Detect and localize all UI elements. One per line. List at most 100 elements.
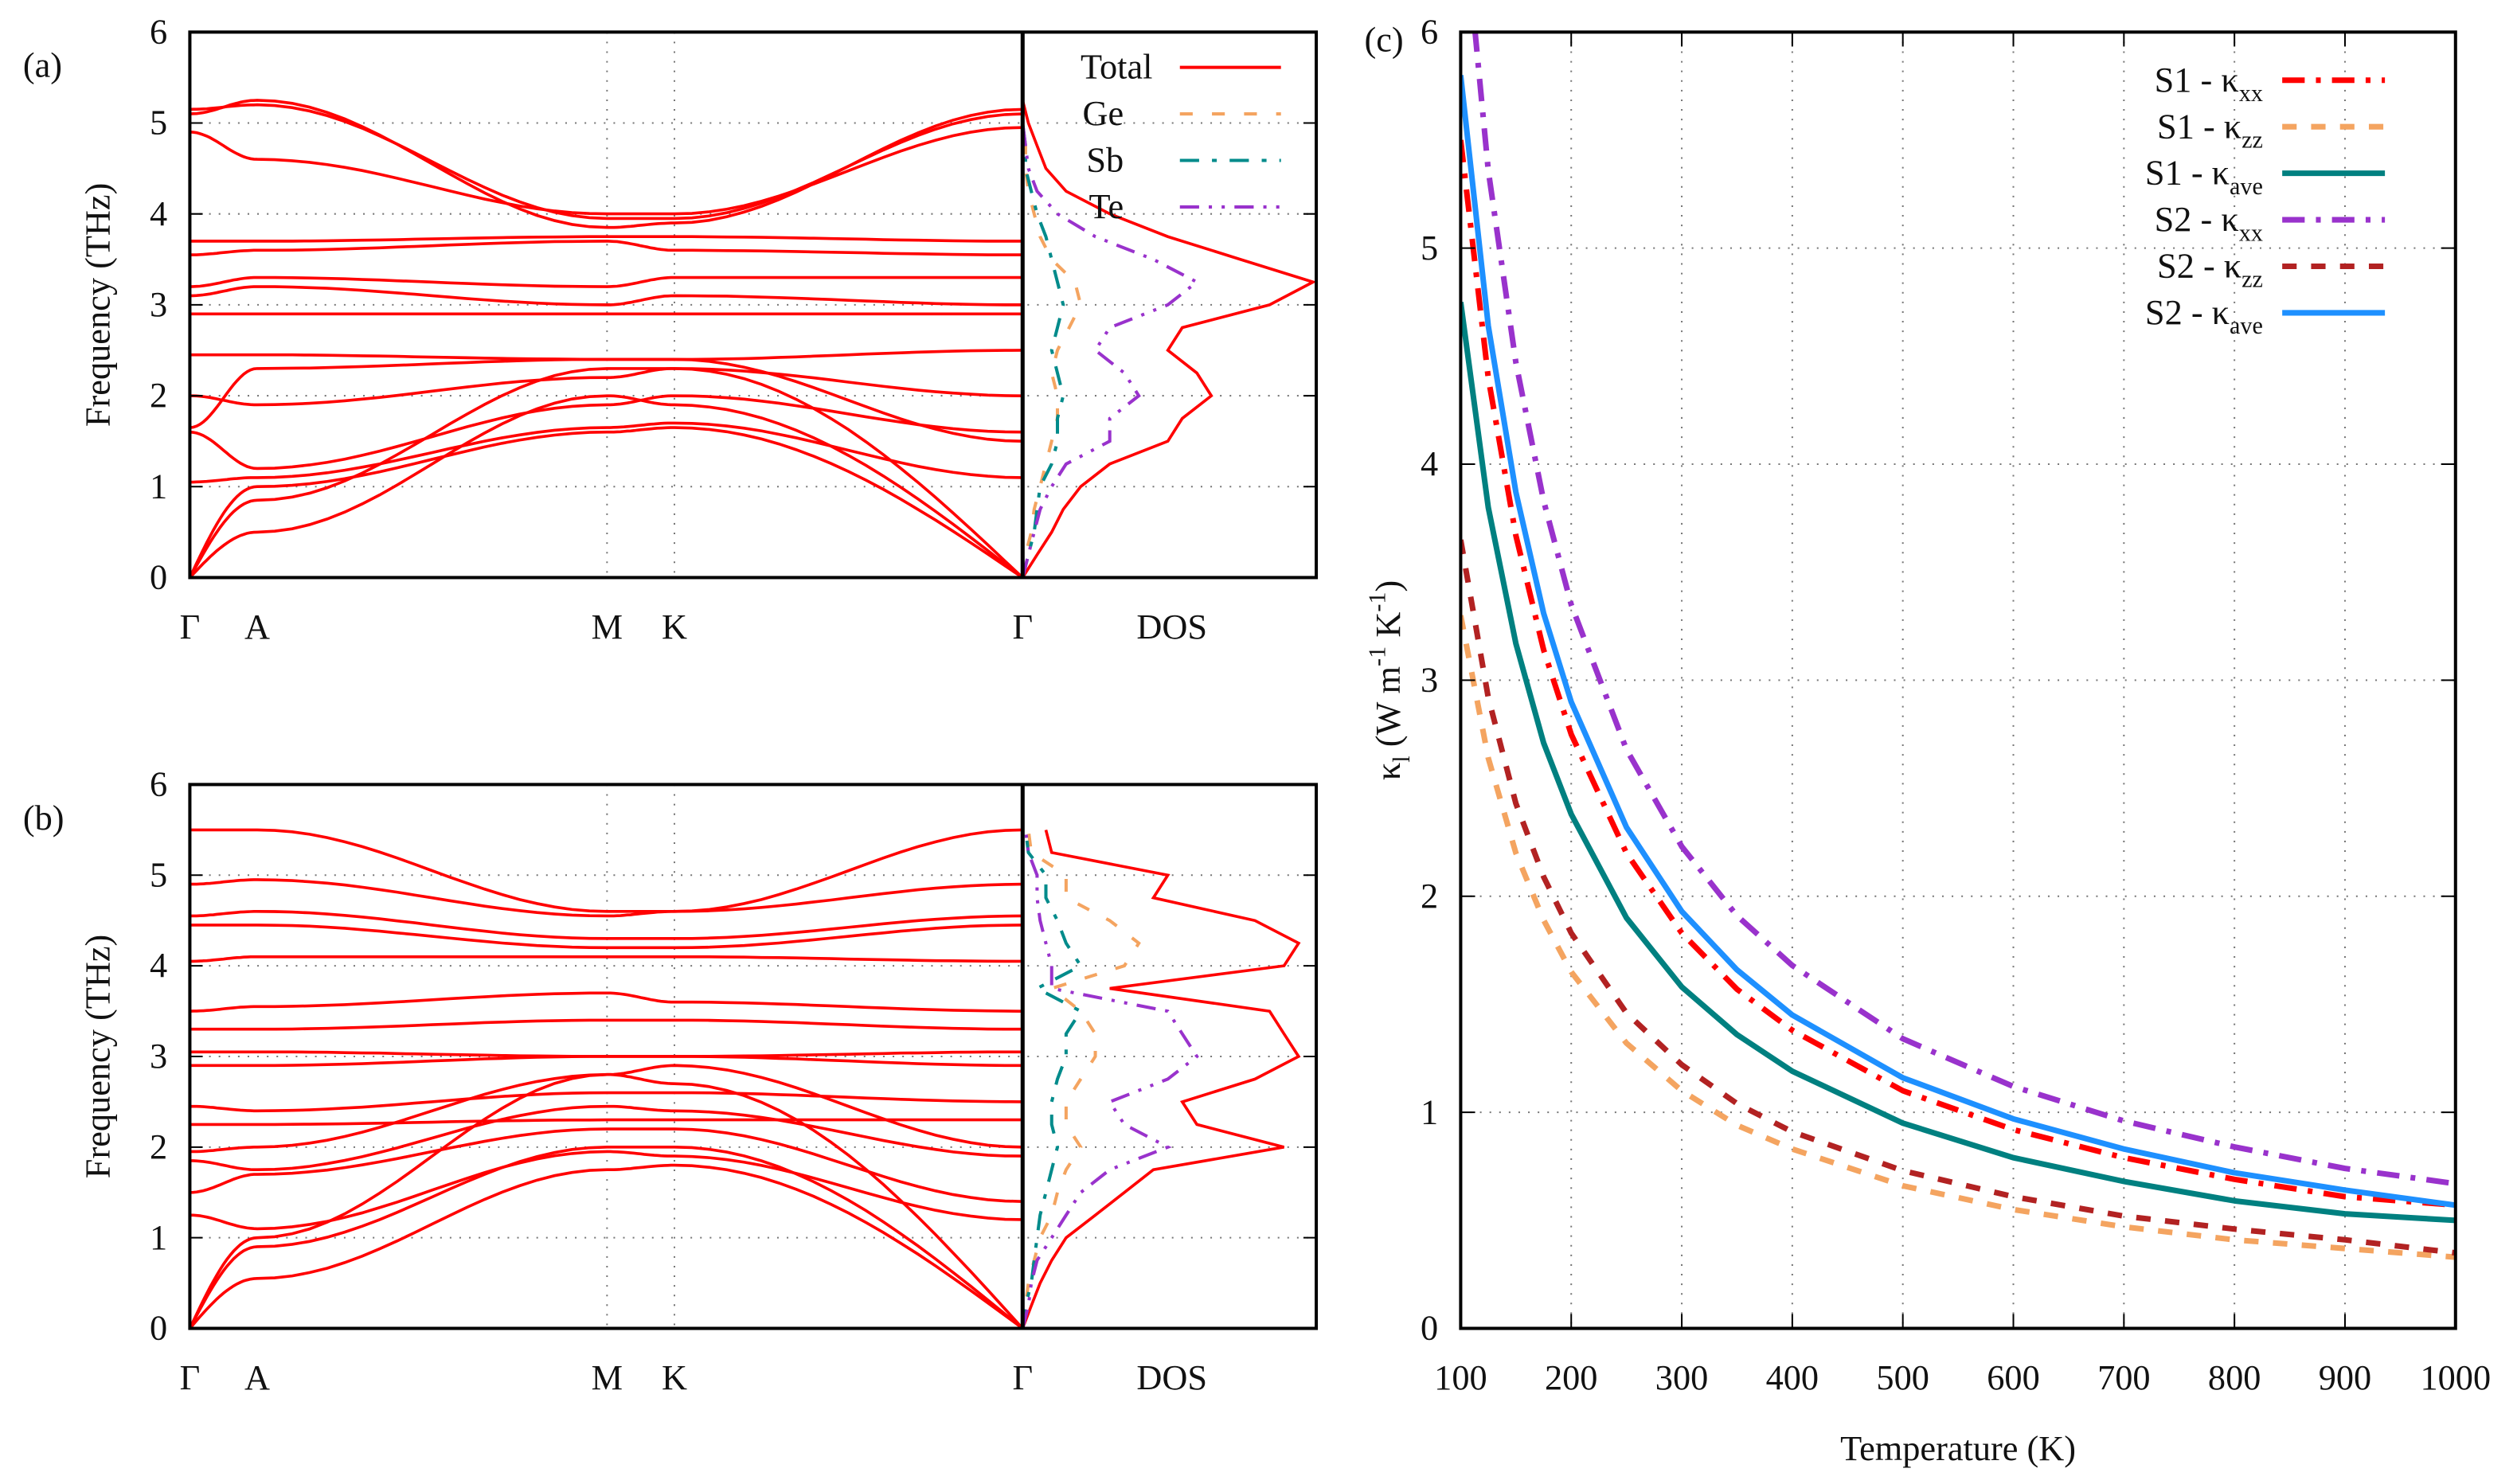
legend-label: S1 - κxx bbox=[2155, 60, 2263, 107]
band-line bbox=[190, 878, 1023, 918]
y-axis-label-part: -1 bbox=[1364, 592, 1391, 611]
band-line bbox=[190, 1018, 1023, 1031]
k-point-label: A bbox=[244, 1357, 270, 1397]
dos-line-ge bbox=[1021, 100, 1083, 578]
x-tick-label: 600 bbox=[1987, 1357, 2039, 1397]
band-line bbox=[190, 1050, 1023, 1058]
series-line-1 bbox=[1460, 615, 2456, 1260]
x-tick-label: 300 bbox=[1655, 1357, 1708, 1397]
k-point-label: Γ bbox=[180, 1357, 201, 1397]
band-line bbox=[188, 1146, 1024, 1330]
y-tick-label: 4 bbox=[150, 945, 167, 985]
k-point-label: K bbox=[662, 1357, 687, 1397]
band-line bbox=[189, 394, 1024, 579]
x-tick-label: 1000 bbox=[2420, 1357, 2491, 1397]
legend-label: Sb bbox=[1086, 140, 1124, 180]
band-line bbox=[188, 367, 1024, 579]
legend-label: S1 - κzz bbox=[2157, 106, 2263, 153]
legend-label: Ge bbox=[1083, 93, 1124, 133]
legend-name: S1 - κ bbox=[2155, 60, 2239, 100]
y-axis-label-part: κ bbox=[1368, 763, 1408, 780]
y-tick-label: 6 bbox=[150, 11, 167, 51]
band-line bbox=[190, 1091, 1023, 1113]
thermal-conductivity-panel: 100 200 300 400 500 600 700 800 900 1000 0 1 2 3 4 5 6 Te… bbox=[1364, 11, 2491, 1468]
y-axis-label-part: (W m bbox=[1368, 666, 1408, 756]
band-line bbox=[188, 426, 1024, 579]
legend-name: S2 - κ bbox=[2155, 199, 2239, 239]
y-tick-label: 6 bbox=[1421, 11, 1438, 51]
x-tick-label: 900 bbox=[2319, 1357, 2371, 1397]
legend-subscript: zz bbox=[2241, 126, 2263, 153]
band-line bbox=[190, 275, 1023, 288]
y-tick-label: 5 bbox=[1421, 228, 1438, 268]
band-line bbox=[190, 367, 1023, 407]
k-point-label: A bbox=[244, 607, 270, 646]
dos-line-sb bbox=[1021, 830, 1084, 1329]
legend-label: Total bbox=[1081, 47, 1152, 87]
band-line bbox=[190, 924, 1023, 950]
y-axis-label-part: l bbox=[1388, 756, 1415, 762]
legend-label: Te bbox=[1089, 186, 1124, 226]
y-tick-label: 2 bbox=[150, 1127, 167, 1166]
k-point-label: Γ bbox=[1012, 607, 1033, 646]
y-tick-label: 6 bbox=[150, 764, 167, 804]
legend-subscript: xx bbox=[2239, 219, 2263, 246]
y-axis-label: κl (W m-1 K-1) bbox=[1364, 580, 1415, 780]
k-point-label: Γ bbox=[180, 607, 201, 646]
y-tick-label: 5 bbox=[150, 854, 167, 894]
dos-line-ge bbox=[1021, 830, 1141, 1329]
legend-label: S2 - κxx bbox=[2155, 199, 2263, 246]
legend-subscript: ave bbox=[2230, 173, 2263, 200]
x-tick-label: 500 bbox=[1876, 1357, 1929, 1397]
band-line bbox=[190, 1150, 1023, 1231]
legend-name: S1 - κ bbox=[2145, 153, 2230, 193]
x-tick-label: 200 bbox=[1545, 1357, 1597, 1397]
series-line-5 bbox=[1460, 75, 2456, 1209]
band-line bbox=[190, 1118, 1023, 1127]
band-line bbox=[190, 421, 1023, 484]
legend-label: S2 - κave bbox=[2145, 292, 2263, 339]
k-point-label: K bbox=[662, 607, 687, 646]
x-tick-label: 700 bbox=[2097, 1357, 2151, 1397]
y-tick-label: 3 bbox=[150, 1036, 167, 1076]
band-line bbox=[190, 349, 1023, 361]
dos-line-total bbox=[1021, 100, 1317, 579]
k-point-label: M bbox=[592, 1357, 623, 1397]
band-line bbox=[190, 909, 1023, 940]
y-tick-label: 4 bbox=[150, 193, 167, 233]
y-axis-label: Frequency (THz) bbox=[78, 935, 118, 1178]
legend-name: S2 - κ bbox=[2145, 292, 2230, 332]
y-tick-label: 3 bbox=[1421, 660, 1438, 700]
dos-label: DOS bbox=[1136, 607, 1207, 646]
k-point-label: Γ bbox=[1012, 1357, 1033, 1397]
dos-line-sb bbox=[1021, 100, 1065, 578]
band-line bbox=[190, 1104, 1023, 1172]
y-tick-label: 4 bbox=[1421, 443, 1438, 483]
y-tick-label: 2 bbox=[150, 375, 167, 415]
x-tick-label: 400 bbox=[1766, 1357, 1819, 1397]
y-tick-label: 3 bbox=[150, 284, 167, 324]
legend-name: S1 - κ bbox=[2157, 106, 2241, 146]
y-tick-label: 2 bbox=[1421, 876, 1438, 916]
band-line bbox=[190, 1127, 1023, 1203]
y-tick-label: 1 bbox=[150, 466, 167, 506]
series-line-0 bbox=[1460, 139, 2456, 1209]
band-line bbox=[190, 103, 1023, 221]
legend-subscript: ave bbox=[2230, 312, 2263, 339]
x-tick-label: 800 bbox=[2208, 1357, 2261, 1397]
legend-name: S2 - κ bbox=[2157, 246, 2241, 286]
series-line-4 bbox=[1460, 539, 2456, 1256]
legend-label: S2 - κzz bbox=[2157, 246, 2263, 293]
band-line bbox=[190, 99, 1023, 229]
panel-label: (a) bbox=[23, 45, 62, 85]
band-line bbox=[190, 235, 1023, 243]
legend-subscript: zz bbox=[2241, 266, 2263, 293]
y-axis-label: Frequency (THz) bbox=[78, 183, 118, 427]
y-tick-label: 1 bbox=[1421, 1092, 1438, 1131]
x-axis-label: Temperature (K) bbox=[1840, 1428, 2076, 1468]
panel-label: (c) bbox=[1364, 19, 1403, 59]
dos-line-total bbox=[1021, 829, 1301, 1330]
y-tick-label: 0 bbox=[150, 557, 167, 597]
dos-line-te bbox=[1021, 830, 1199, 1330]
